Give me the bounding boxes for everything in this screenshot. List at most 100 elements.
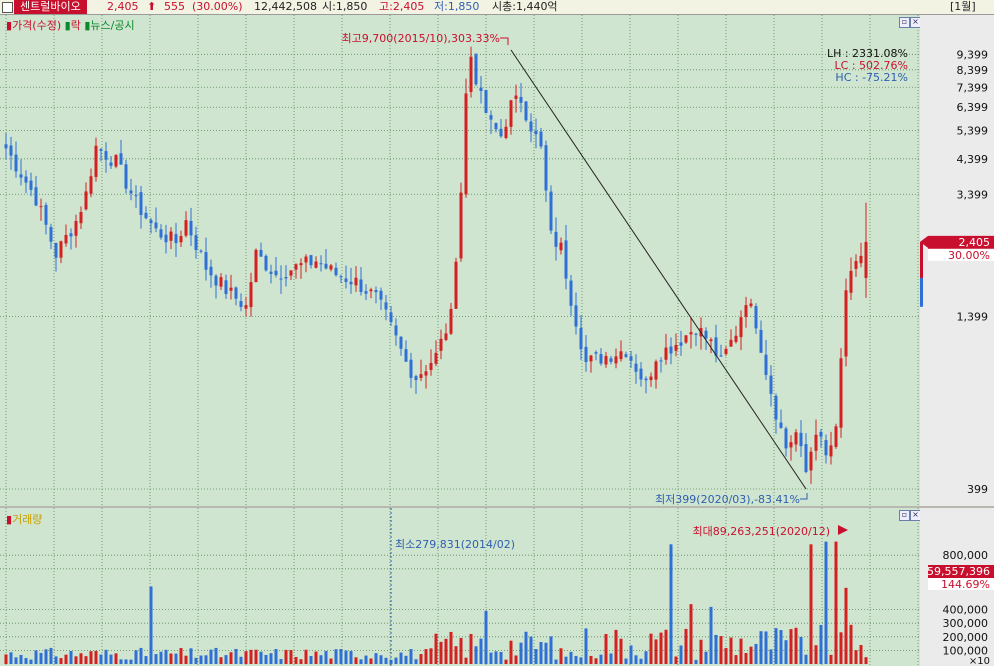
candle-body: [194, 235, 198, 250]
candle-body: [49, 227, 53, 242]
volume-bar: [24, 658, 28, 664]
price-tick-label: 5,399: [957, 125, 989, 138]
price-change-pct: (30.00%): [192, 0, 243, 13]
candle-body: [564, 240, 568, 279]
candle-body: [59, 241, 63, 258]
volume-bar: [314, 651, 318, 664]
candle-body: [9, 145, 13, 156]
volume-bar: [474, 646, 478, 664]
volume-bar: [534, 649, 538, 664]
candle-body: [649, 376, 653, 381]
volume-bar: [854, 650, 858, 664]
volume-bar: [479, 638, 483, 664]
volume-bar: [434, 633, 438, 664]
volume-bar: [539, 642, 543, 664]
volume-bar: [439, 641, 443, 664]
candle-body: [459, 192, 463, 259]
volume-bar: [364, 655, 368, 664]
volume-bar: [639, 658, 643, 664]
volume-bar: [799, 636, 803, 664]
volume-chart[interactable]: 최소279,831(2014/02) 최대89,263,251(2020/12): [0, 508, 920, 666]
candle-body: [359, 279, 363, 292]
volume-bar: [89, 651, 93, 664]
candle-body: [69, 233, 73, 237]
candle-body: [799, 432, 803, 447]
candle-body: [709, 339, 713, 342]
lc-stat: LC : 502.76%: [835, 59, 908, 72]
restore-icon[interactable]: ▫: [899, 17, 910, 28]
candle-body: [119, 153, 123, 165]
candle-body: [214, 275, 218, 286]
candle-body: [674, 344, 678, 351]
candle-body: [604, 355, 608, 365]
candle-body: [449, 308, 453, 334]
volume-bar: [244, 651, 248, 664]
candle-body: [94, 145, 98, 177]
volume-value: 12,442,508: [254, 0, 317, 13]
quote-bar: 센트럴바이오 2,405 ⬆ 555 (30.00%) 12,442,508 시…: [0, 0, 994, 15]
volume-bar: [829, 654, 833, 664]
volume-bar: [369, 658, 373, 664]
volume-bar: [409, 649, 413, 664]
volume-bar: [764, 631, 768, 664]
volume-bar: [744, 652, 748, 664]
volume-bar: [194, 657, 198, 664]
current-volume-pct-box: [928, 578, 994, 590]
stock-name[interactable]: 센트럴바이오: [14, 0, 87, 14]
candle-body: [454, 261, 458, 309]
volume-bar: [9, 652, 13, 664]
price-series-label[interactable]: 가격(수정): [12, 19, 62, 32]
volume-bar: [234, 648, 238, 664]
volume-bar: [399, 652, 403, 664]
candle-body: [624, 354, 628, 357]
candle-body: [154, 222, 158, 229]
candle-body: [734, 335, 738, 342]
volume-bar: [804, 654, 808, 664]
volume-tick-label: 100,000: [943, 644, 989, 657]
rak-marker-icon: ▮: [64, 19, 71, 32]
select-checkbox[interactable]: [2, 2, 13, 13]
volume-bar: [604, 634, 608, 664]
panel-divider[interactable]: [0, 506, 994, 508]
rak-label[interactable]: 락: [70, 19, 81, 32]
volume-bar: [34, 650, 38, 664]
candle-body: [724, 348, 728, 355]
restore-icon[interactable]: ▫: [899, 510, 910, 521]
volume-bar: [599, 654, 603, 664]
volume-bar: [184, 655, 188, 664]
volume-series-label[interactable]: 거래량: [12, 513, 43, 526]
high-value: 고:2,405: [379, 0, 425, 13]
volume-series-marker-icon: ▮: [6, 513, 13, 526]
price-chart[interactable]: 최고9,700(2015/10),303.33% 최저399(2020/03),-…: [0, 15, 920, 506]
news-marker-icon: ▮: [84, 19, 91, 32]
volume-bar: [339, 649, 343, 664]
candle-body: [364, 291, 368, 294]
volume-bar: [269, 653, 273, 664]
volume-bar: [834, 541, 838, 664]
volume-bar: [769, 649, 773, 664]
price-axis: 9,399 8,399 7,399 6,399 5,399 4,399 3,399 1,399…: [920, 15, 994, 506]
candle-body: [244, 305, 248, 309]
up-arrow-icon: ⬆: [147, 0, 157, 13]
candle-body: [754, 306, 758, 329]
volume-bar: [384, 657, 388, 664]
candle-body: [574, 305, 578, 327]
volume-bar: [529, 636, 533, 664]
volume-bar: [324, 650, 328, 664]
candle-body: [324, 263, 328, 269]
volume-bar: [644, 651, 648, 664]
news-label[interactable]: 뉴스/공시: [90, 19, 135, 32]
volume-bar: [124, 659, 128, 664]
price-tick-label: 6,399: [957, 101, 989, 114]
volume-bar: [864, 657, 868, 664]
candle-body: [189, 220, 193, 236]
price-tick-label: 1,399: [957, 310, 989, 323]
volume-bar: [329, 658, 333, 664]
volume-bar: [44, 649, 48, 664]
period-selector[interactable]: [1월]: [950, 0, 976, 13]
volume-bar: [489, 652, 493, 664]
volume-bar: [839, 632, 843, 664]
price-marker-icon: [920, 235, 928, 248]
candle-body: [519, 96, 523, 103]
volume-bar: [554, 659, 558, 664]
